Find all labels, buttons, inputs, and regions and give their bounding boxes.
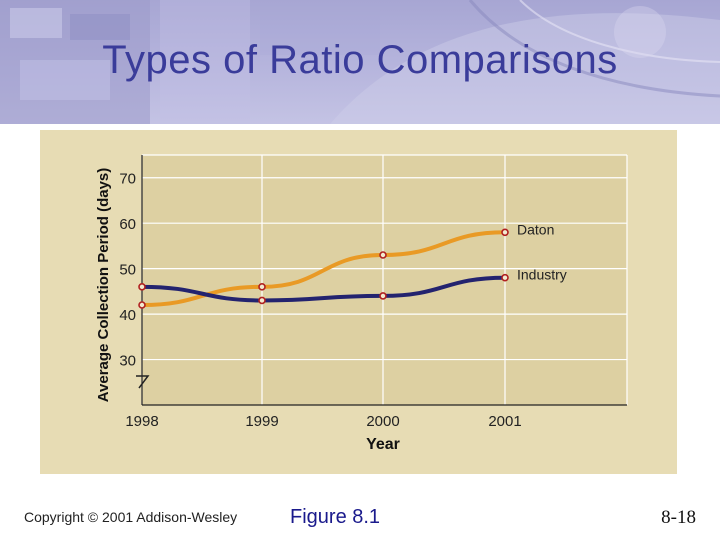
plot-area <box>142 155 627 405</box>
y-tick-label: 60 <box>119 216 136 233</box>
y-tick-label: 30 <box>119 353 136 370</box>
banner-background-graphic <box>0 0 720 124</box>
data-point-daton-1999 <box>258 283 266 291</box>
data-point-daton-2001 <box>501 228 509 237</box>
x-tick-label: 1998 <box>125 413 158 430</box>
y-axis-title: Average Collection Period (days) <box>95 168 112 403</box>
data-point-daton-1998 <box>138 301 146 309</box>
y-tick-label: 40 <box>119 307 136 324</box>
grid <box>141 154 628 405</box>
x-tick-label: 1999 <box>245 413 278 430</box>
series-label: Industry <box>517 267 567 283</box>
data-point-daton-2000 <box>379 251 387 259</box>
series-label: Daton <box>517 221 554 237</box>
y-tick-label: 70 <box>119 171 136 188</box>
figure-label: Figure 8.1 <box>290 506 381 528</box>
data-point-industry-1998 <box>138 283 146 291</box>
figure-panel: 30 40 50 60 70 1998 1999 2000 2001 Daton Industry Y… <box>40 130 677 474</box>
x-axis-title: Year <box>366 436 400 453</box>
axes <box>136 155 627 406</box>
data-point-industry-2000 <box>379 292 387 300</box>
x-tick-label: 2000 <box>366 413 399 430</box>
title-banner: Types of Ratio Comparisons <box>0 0 720 124</box>
series <box>138 228 509 309</box>
page-number: 8-18 <box>661 507 696 528</box>
slide-title: Types of Ratio Comparisons <box>102 38 618 82</box>
x-tick-label: 2001 <box>488 413 521 430</box>
labels: 30 40 50 60 70 1998 1999 2000 2001 Daton Industry Y… <box>95 168 567 453</box>
axis-break-mark <box>136 375 150 389</box>
y-tick-label: 50 <box>119 262 136 279</box>
copyright-notice: Copyright © 2001 Addison-Wesley <box>24 509 238 525</box>
data-point-industry-2001 <box>501 273 509 282</box>
chart: 30 40 50 60 70 1998 1999 2000 2001 Daton Industry Y… <box>95 154 628 453</box>
data-point-industry-1999 <box>258 296 266 305</box>
series-line-industry <box>140 275 507 303</box>
